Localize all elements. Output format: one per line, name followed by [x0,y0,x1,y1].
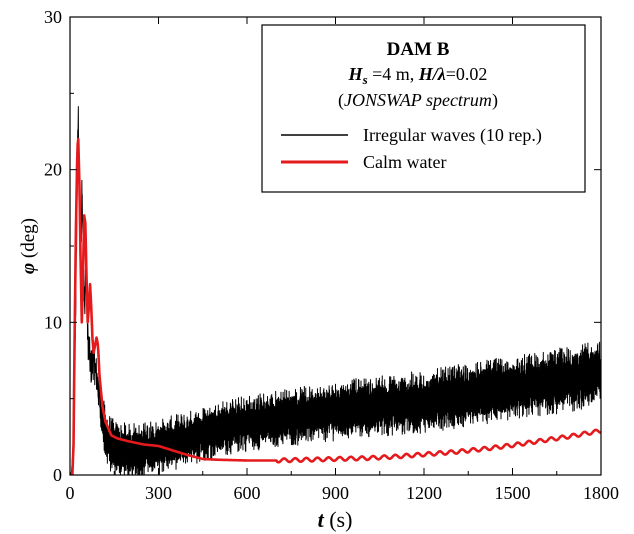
y-tick-label: 10 [44,312,62,332]
y-tick-label: 30 [44,7,62,27]
spectrum-name: JONSWAP spectrum [344,90,492,110]
x-tick-label: 1200 [406,483,442,503]
series-line-calm-water [70,137,601,475]
x-axis-unit: (s) [324,507,353,532]
hs-symbol: H [348,64,364,84]
legend-label-calm: Calm water [363,152,446,172]
series-line-irregular-waves [70,106,601,475]
x-tick-label: 1800 [583,483,619,503]
legend: DAM B Hs =4 m, H/λ=0.02 (JONSWAP spectru… [261,24,586,193]
x-axis-symbol: t [318,507,325,532]
legend-parameters: Hs =4 m, H/λ=0.02 [348,64,488,87]
x-tick-label: 0 [66,483,75,503]
series-layer [70,106,601,475]
y-tick-label: 20 [44,160,62,180]
y-axis-label: φ (deg) [18,218,39,274]
steepness-value: =0.02 [446,64,488,84]
y-axis-unit: (deg) [18,218,39,263]
axis-ticks: 0 300 600 900 1200 1500 1800 0 10 20 30 [44,7,619,503]
paren-close: ) [492,90,498,111]
y-tick-label: 0 [53,465,62,485]
x-tick-label: 1500 [495,483,531,503]
legend-label-irregular: Irregular waves (10 rep.) [363,125,542,146]
legend-title: DAM B [387,39,450,60]
hs-value: =4 m, [368,64,419,84]
x-axis-label: t (s) [318,507,353,532]
legend-spectrum: (JONSWAP spectrum) [338,90,498,111]
x-tick-label: 300 [145,483,172,503]
x-tick-label: 900 [322,483,349,503]
y-axis-symbol: φ [18,263,39,274]
hs-subscript: s [362,72,368,87]
paren-open: ( [338,90,344,111]
legend-box [261,24,586,193]
x-tick-label: 600 [234,483,261,503]
steepness-symbol: H/λ [418,64,446,84]
